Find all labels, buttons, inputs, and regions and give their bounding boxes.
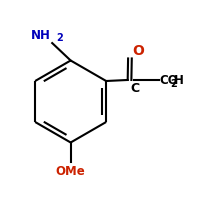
Text: OMe: OMe <box>56 164 85 177</box>
Text: O: O <box>132 44 144 58</box>
Text: CO: CO <box>160 74 179 87</box>
Text: C: C <box>130 81 139 94</box>
Text: H: H <box>173 74 183 87</box>
Text: NH: NH <box>31 29 51 41</box>
Text: 2: 2 <box>170 78 177 88</box>
Text: 2: 2 <box>56 33 63 43</box>
